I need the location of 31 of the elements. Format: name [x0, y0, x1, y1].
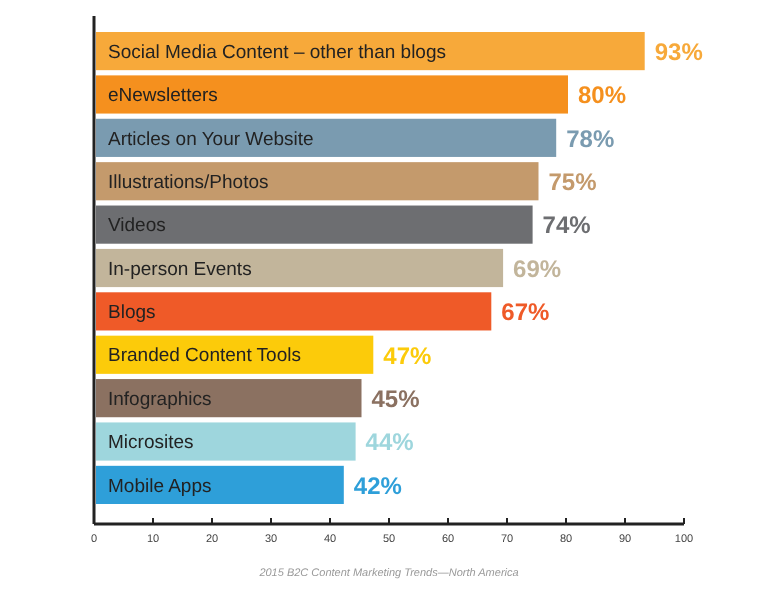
data-label: 47% — [383, 341, 432, 370]
bar — [96, 118, 557, 157]
y-tick-label: Videos — [108, 215, 167, 238]
data-label: 45% — [371, 385, 421, 414]
data-label: 42% — [353, 471, 403, 500]
data-label: 74% — [542, 211, 592, 240]
data-label: 44% — [365, 428, 415, 457]
bar — [96, 292, 492, 331]
y-tick-label: Mobile Apps — [108, 475, 213, 498]
data-label: 80% — [578, 81, 627, 110]
y-tick-label: Branded Content Tools — [108, 345, 302, 368]
y-tick-label: Social Media Content – other than blogs — [108, 41, 447, 64]
data-label: 75% — [548, 168, 598, 197]
bar — [96, 248, 504, 288]
bar — [96, 75, 568, 114]
data-label: 78% — [566, 124, 615, 153]
bar — [96, 162, 539, 201]
y-tick-label: Microsites — [108, 432, 195, 455]
bar — [96, 422, 356, 461]
y-tick-label: Illustrations/Photos — [108, 171, 270, 194]
bar — [96, 379, 362, 418]
y-tick-label: Blogs — [108, 302, 157, 325]
data-label: 67% — [501, 298, 550, 327]
bar — [96, 205, 533, 244]
bar — [96, 465, 344, 504]
data-label: 69% — [513, 254, 562, 283]
y-tick-label: eNewsletters — [108, 85, 219, 108]
data-label: 93% — [654, 37, 704, 66]
y-tick-label: In-person Events — [108, 258, 253, 281]
y-tick-label: Infographics — [108, 388, 213, 411]
y-tick-label: Articles on Your Website — [108, 128, 314, 151]
